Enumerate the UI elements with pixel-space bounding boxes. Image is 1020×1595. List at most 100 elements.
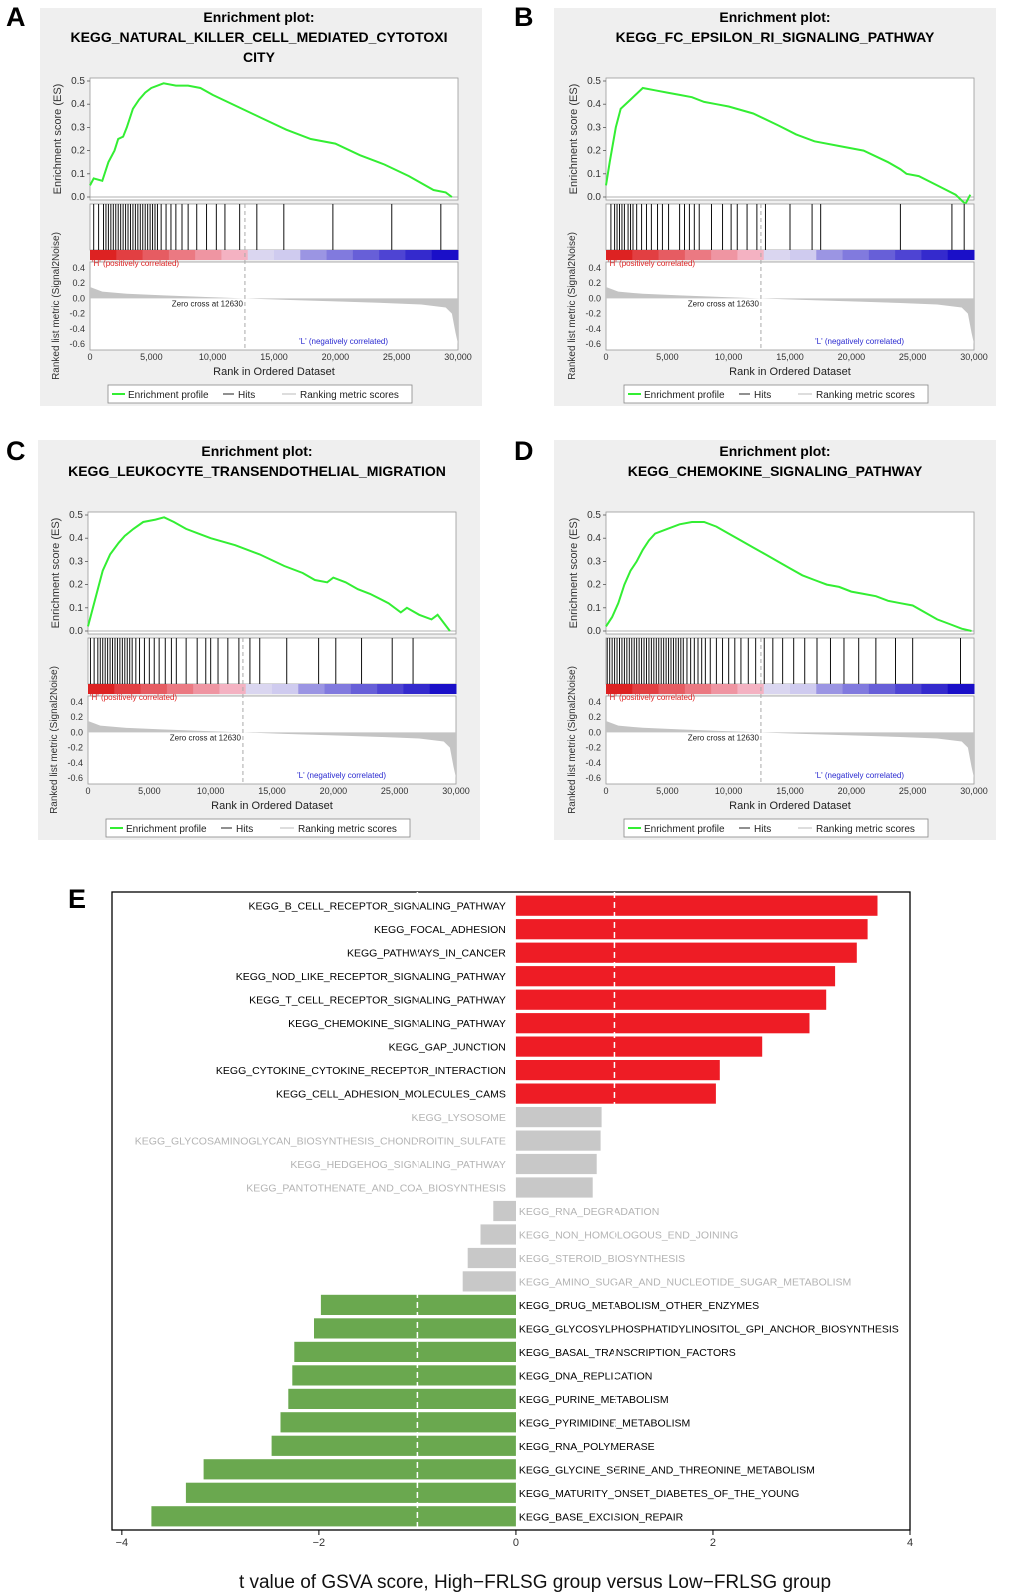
bar-label: KEGG_GLYCOSYLPHOSPHATIDYLINOSITOL_GPI_AN…: [519, 1323, 899, 1335]
bar-label: KEGG_AMINO_SUGAR_AND_NUCLEOTIDE_SUGAR_ME…: [519, 1276, 851, 1288]
bar-kegg-focal-adhesion: [515, 919, 868, 940]
es-tick-label: 0.2: [69, 580, 83, 591]
enrichment-profile-line: [605, 521, 972, 632]
bar-label: KEGG_STEROID_BIOSYNTHESIS: [519, 1253, 685, 1265]
ranking-color-segment: [274, 250, 301, 260]
legend-enrichment-label: Enrichment profile: [644, 390, 725, 401]
es-tick-label: 0.2: [71, 146, 85, 157]
metric-tick-label: -0.4: [67, 758, 83, 768]
es-tick-label: 0.4: [587, 99, 601, 110]
es-tick-label: 0.1: [71, 169, 85, 180]
bar-kegg-drug-metabolism-other-enzymes: [320, 1294, 516, 1315]
legend-ranking-label: Ranking metric scores: [816, 824, 915, 835]
gsea-panels: Enrichment plot: KEGG_NATURAL_KILLER_CELL…: [49, 9, 988, 838]
bar-label: KEGG_PATHWAYS_IN_CANCER: [347, 948, 506, 960]
bar-kegg-b-cell-receptor-signaling-pathway: [515, 895, 878, 916]
ranking-color-segment: [947, 684, 975, 694]
panel-title-line1: Enrichment plot:: [719, 9, 830, 25]
bar-kegg-cytokine-cytokine-receptor-interaction: [515, 1060, 720, 1081]
ranking-color-segment: [895, 250, 922, 260]
bar-label: KEGG_B_CELL_RECEPTOR_SIGNALING_PATHWAY: [249, 901, 506, 913]
x-tick-label: 15,000: [258, 786, 286, 796]
legend: Enrichment profile Hits Ranking metric sco…: [107, 384, 413, 404]
bar-label: KEGG_DNA_REPLICATION: [519, 1370, 652, 1382]
ranking-color-segment: [895, 684, 922, 694]
ranking-color-segment: [298, 684, 326, 694]
x-tick-label: 30,000: [444, 352, 472, 362]
x-tick-label: 25,000: [899, 352, 927, 362]
metric-y-axis-label: Ranked list metric (Signal2Noise): [567, 666, 578, 814]
es-y-axis-label: Enrichment score (ES): [52, 84, 64, 195]
ranking-color-segment: [352, 250, 380, 260]
metric-tick-label: 0.2: [70, 712, 83, 722]
ranking-color-segment: [166, 684, 194, 694]
legend-ranking-label: Ranking metric scores: [816, 390, 915, 401]
negative-label: 'L' (negatively correlated): [815, 337, 904, 346]
x-axis-label: Rank in Ordered Dataset: [729, 800, 851, 812]
bar-x-axis-label: t value of GSVA score, High−FRLSG group …: [239, 1572, 831, 1593]
metric-tick-label: 0.2: [588, 712, 601, 722]
bar-label: KEGG_CHEMOKINE_SIGNALING_PATHWAY: [288, 1018, 506, 1030]
x-tick-label: 20,000: [838, 352, 866, 362]
bar-kegg-maturity-onset-diabetes-of-the-young: [185, 1482, 516, 1503]
enrichment-profile-line: [605, 86, 972, 206]
es-y-axis-label: Enrichment score (ES): [50, 518, 62, 629]
bar-label: KEGG_NOD_LIKE_RECEPTOR_SIGNALING_PATHWAY: [236, 971, 506, 983]
zero-cross-label: Zero cross at 12630: [688, 733, 760, 742]
ranking-color-segment: [429, 684, 457, 694]
legend-hits-label: Hits: [238, 390, 255, 401]
legend: Enrichment profile Hits Ranking metric sco…: [105, 818, 411, 838]
bar-label: KEGG_CYTOKINE_CYTOKINE_RECEPTOR_INTERACT…: [216, 1065, 506, 1077]
ranking-metric-area: [606, 287, 974, 344]
bar-label: KEGG_FOCAL_ADHESION: [374, 924, 506, 936]
panel-title-line1: Enrichment plot:: [719, 443, 830, 459]
legend-enrichment-label: Enrichment profile: [644, 824, 725, 835]
bar-x-tick-label: −2: [313, 1537, 326, 1549]
gsva-bar-chart: KEGG_B_CELL_RECEPTOR_SIGNALING_PATHWAY KE…: [111, 891, 913, 1593]
bar-kegg-rna-degradation: [493, 1200, 516, 1222]
ranking-color-segment: [193, 684, 220, 694]
x-tick-label: 5,000: [138, 786, 161, 796]
legend-enrichment-label: Enrichment profile: [126, 824, 207, 835]
panel-title-line2: KEGG_FC_EPSILON_RI_SIGNALING_PATHWAY: [616, 29, 935, 45]
metric-tick-label: -0.4: [69, 324, 85, 334]
bar-label: KEGG_CELL_ADHESION_MOLECULES_CAMS: [276, 1089, 506, 1101]
bar-kegg-glycosaminoglycan-biosynthesis-chondroitin-sulfate: [515, 1130, 601, 1151]
es-tick-label: 0.5: [587, 76, 601, 87]
legend: Enrichment profile Hits Ranking metric sco…: [623, 384, 929, 404]
x-axis-label: Rank in Ordered Dataset: [729, 366, 851, 378]
metric-tick-label: -0.6: [585, 339, 601, 349]
panel-title-line2: KEGG_CHEMOKINE_SIGNALING_PATHWAY: [628, 463, 923, 479]
metric-tick-label: 0.0: [588, 293, 601, 303]
ranking-color-segment: [90, 250, 117, 260]
panel-title-line3: CITY: [243, 49, 276, 65]
metric-y-axis-label: Ranked list metric (Signal2Noise): [49, 666, 60, 814]
es-tick-label: 0.3: [69, 556, 83, 567]
bar-label: KEGG_RNA_POLYMERASE: [519, 1441, 655, 1453]
bar-label: KEGG_GLYCINE_SERINE_AND_THREONINE_METABO…: [519, 1464, 815, 1476]
metric-tick-label: -0.2: [585, 309, 601, 319]
es-tick-label: 0.5: [587, 510, 601, 521]
bar-kegg-base-excision-repair: [151, 1506, 516, 1527]
zero-cross-label: Zero cross at 12630: [170, 733, 242, 742]
bar-x-tick-label: 4: [907, 1537, 913, 1549]
bar-label: KEGG_DRUG_METABOLISM_OTHER_ENZYMES: [519, 1300, 759, 1312]
metric-plot-area: [605, 261, 975, 351]
ranking-color-segment: [350, 684, 378, 694]
bar-kegg-glycosylphosphatidylinositol-gpi-anchor-biosynthesis: [314, 1318, 516, 1339]
ranking-color-segment: [763, 684, 791, 694]
negative-label: 'L' (negatively correlated): [815, 771, 904, 780]
gsea-panel-b: Enrichment plot: KEGG_FC_EPSILON_RI_SIGNA…: [567, 9, 988, 404]
x-tick-label: 25,000: [899, 786, 927, 796]
legend-box: [105, 818, 411, 838]
ranking-color-segment: [684, 250, 712, 260]
ranking-color-segment: [114, 684, 142, 694]
ranking-color-segment: [606, 684, 633, 694]
es-tick-label: 0.3: [587, 556, 601, 567]
legend-hits-label: Hits: [236, 824, 253, 835]
ranking-color-segment: [195, 250, 222, 260]
ranking-color-segment: [272, 684, 299, 694]
x-tick-label: 5,000: [140, 352, 163, 362]
bar-kegg-cell-adhesion-molecules-cams: [515, 1083, 716, 1104]
